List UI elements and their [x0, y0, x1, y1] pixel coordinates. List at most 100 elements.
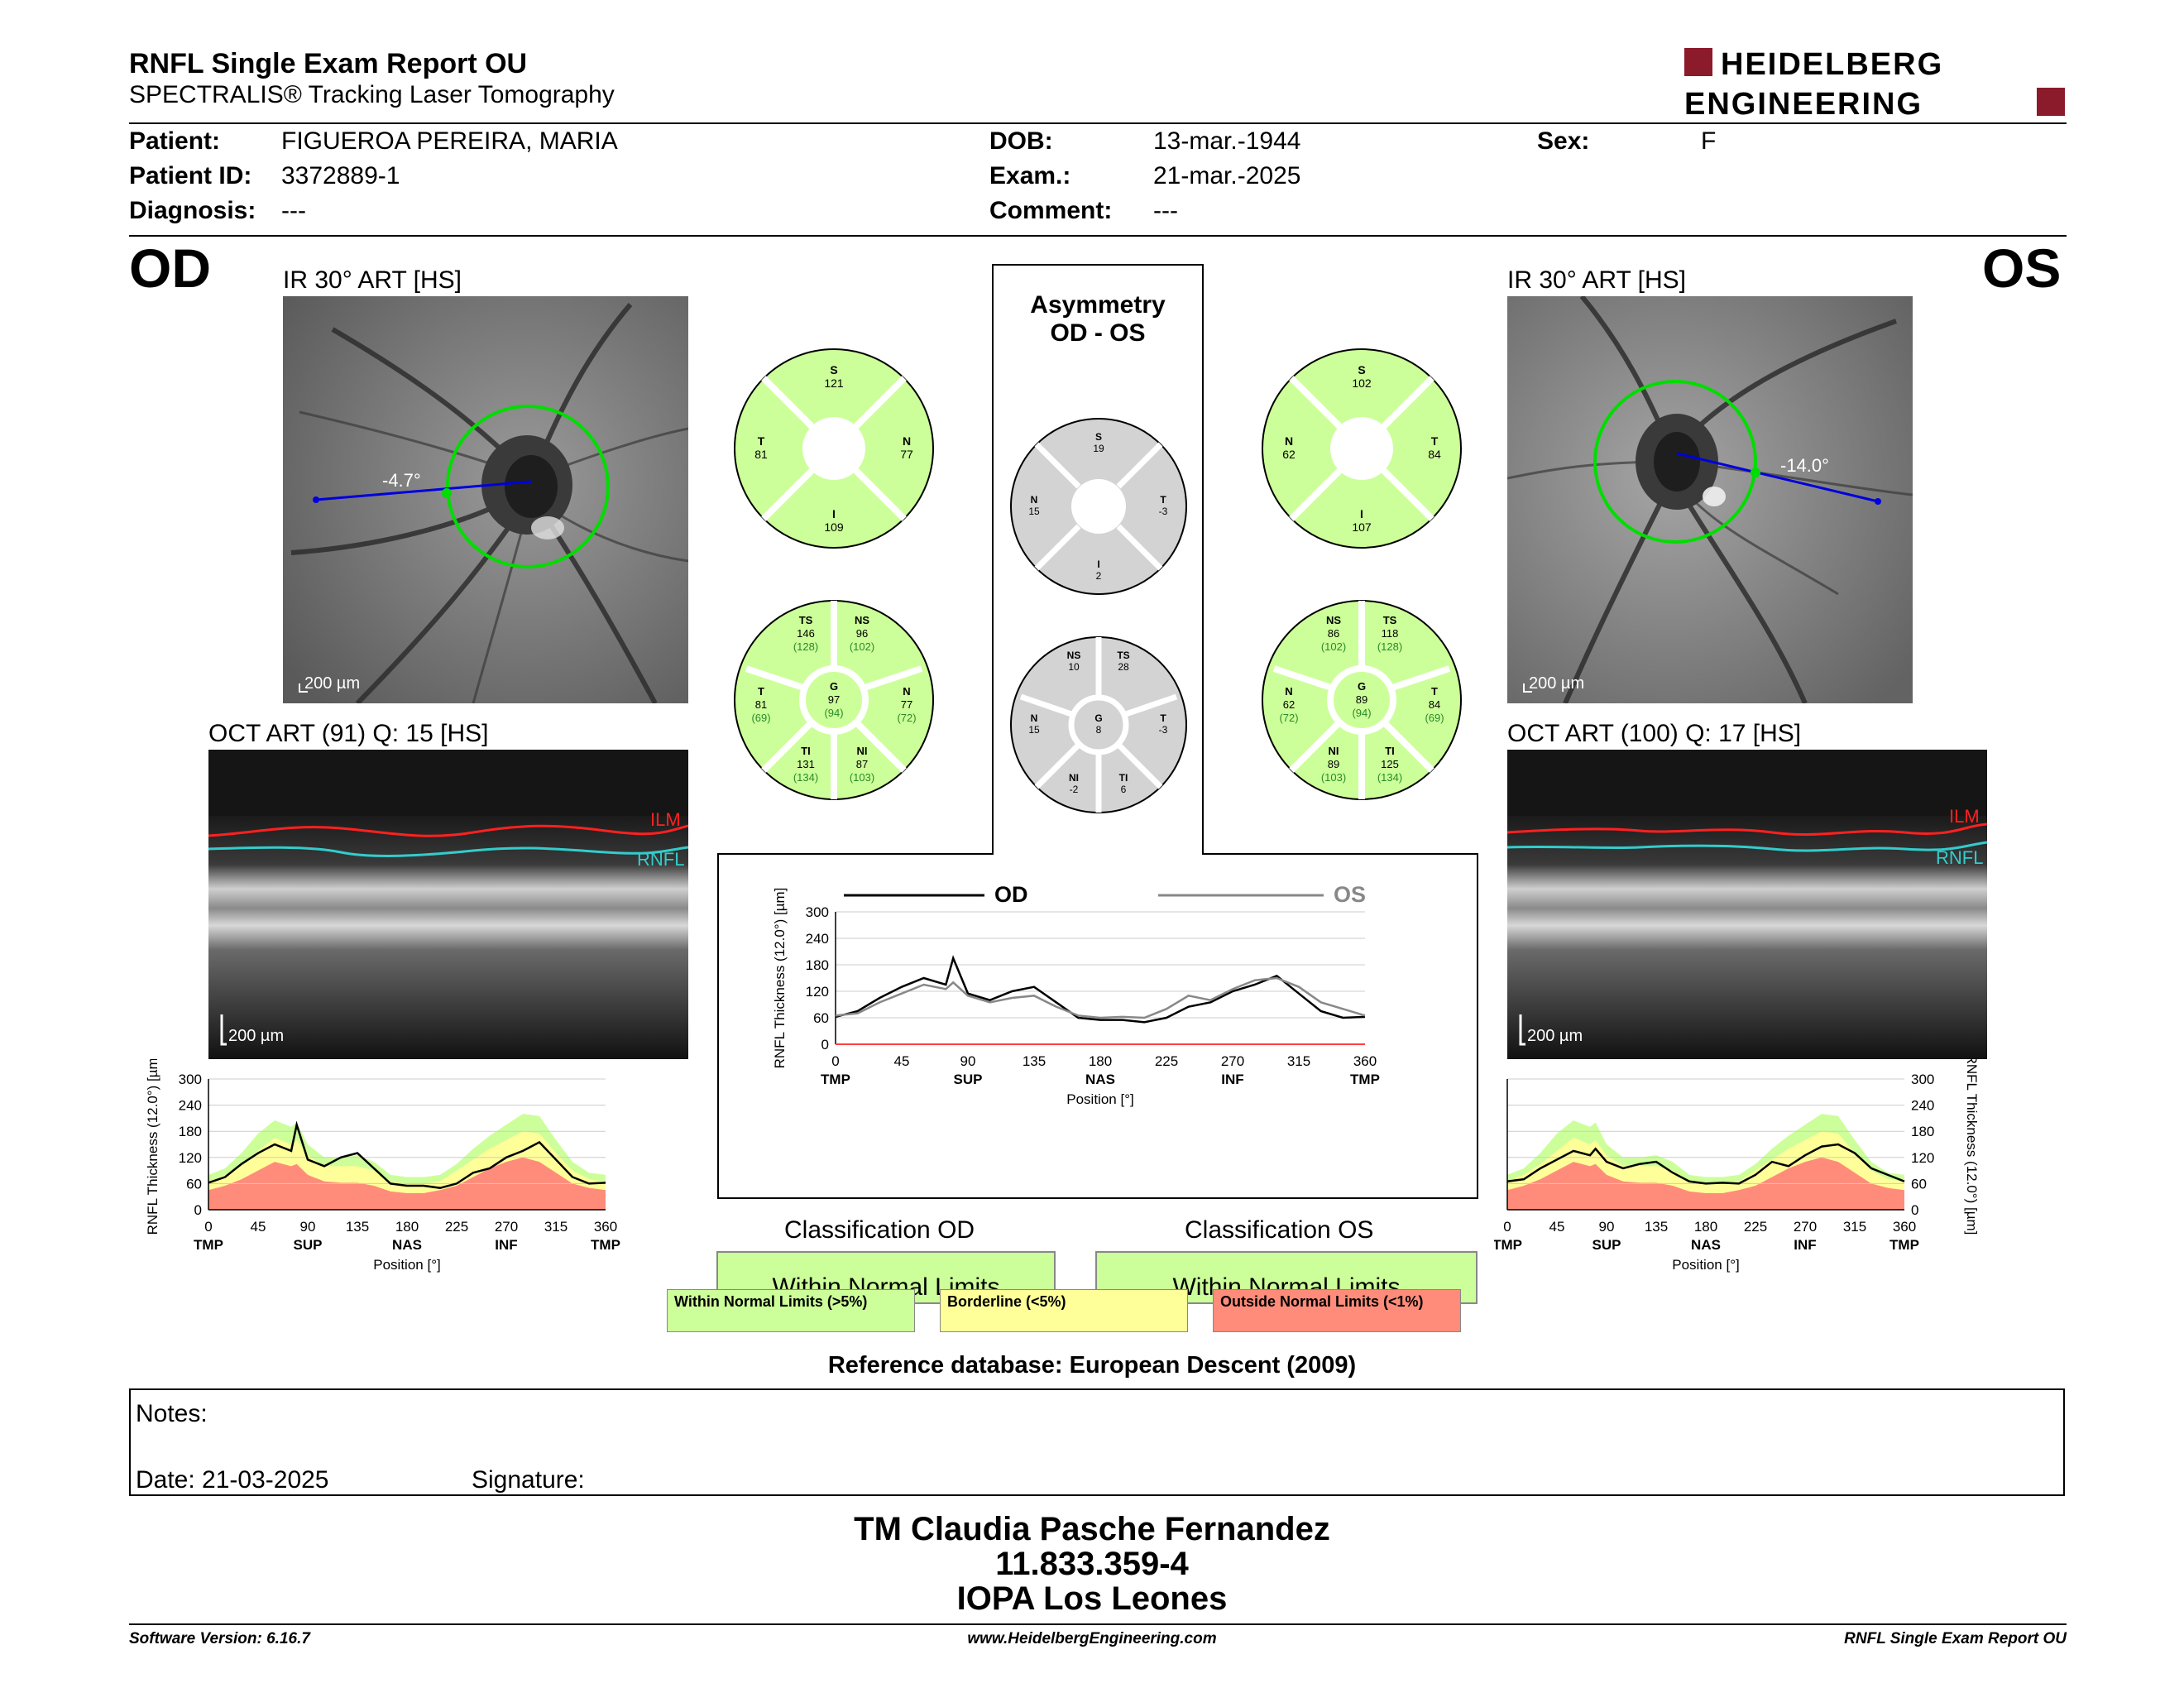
od8-n-label: N [903, 685, 910, 698]
diagnosis-label: Diagnosis: [129, 197, 256, 224]
y-tick-label: 180 [179, 1124, 202, 1139]
x-category-label: TMP [821, 1072, 850, 1087]
od8-ni-label: NI [857, 745, 868, 757]
od-oct-label: OCT ART (91) Q: 15 [HS] [208, 720, 489, 747]
os6-t-value: 84 [1428, 448, 1441, 461]
os-oct-scan: ILM RNFL 200 µm [1507, 750, 1987, 1059]
x-tick-label: 315 [544, 1219, 568, 1235]
os-sector-8: NS 86 (102) TS 118 (128) N 62 (72) G 89 … [1262, 600, 1462, 800]
x-tick-label: 315 [1843, 1219, 1866, 1235]
y-tick-label: 300 [1911, 1072, 1934, 1087]
x-tick-label: 225 [445, 1219, 468, 1235]
x-tick-label: 0 [204, 1219, 212, 1235]
od6-i-value: 109 [824, 520, 844, 534]
series-line-os [835, 976, 1366, 1019]
x-axis-title: Position [°] [373, 1257, 440, 1273]
header-rule [129, 122, 2067, 124]
od8-g-value: 97 [828, 693, 840, 706]
os-rnfl-chart: 0 60 120 180 240 300 0 45 90 135 180 225 270 315 360 TM… [1494, 1059, 1980, 1273]
x-tick-label: 45 [1549, 1219, 1565, 1235]
footer-report-name: RNFL Single Exam Report OU [1844, 1630, 2067, 1647]
os8-ns-ref: (102) [1321, 640, 1346, 653]
asym8-ni-value: -2 [1070, 784, 1079, 795]
x-tick-label: 360 [594, 1219, 617, 1235]
y-tick-label: 0 [1911, 1202, 1918, 1218]
report-title: RNFL Single Exam Report OU [129, 48, 528, 79]
y-tick-label: 180 [1911, 1124, 1934, 1139]
od8-t-label: T [758, 685, 764, 698]
os8-ti-label: TI [1385, 745, 1395, 757]
y-tick-label: 240 [1911, 1098, 1934, 1114]
y-tick-label: 60 [813, 1010, 829, 1026]
x-axis-title: Position [°] [1066, 1091, 1133, 1107]
os8-ti-value: 125 [1381, 758, 1399, 770]
legend-within: Within Normal Limits (>5%) [667, 1289, 915, 1332]
y-tick-label: 300 [179, 1072, 202, 1087]
x-tick-label: 0 [831, 1053, 839, 1069]
exam-value: 21-mar.-2025 [1153, 162, 1301, 189]
logo-line1: HEIDELBERG [1721, 47, 1943, 82]
patient-name-label: Patient: [129, 127, 221, 155]
os-eye-label: OS [1982, 237, 2062, 299]
od8-n-value: 77 [901, 698, 912, 711]
asym8-ns-label: NS [1067, 650, 1081, 661]
asym6-n-value: 15 [1028, 506, 1040, 517]
od6-n-value: 77 [900, 448, 913, 461]
od8-ti-value: 131 [797, 758, 815, 770]
os8-n-ref: (72) [1279, 712, 1298, 724]
legend-borderline: Borderline (<5%) [940, 1289, 1188, 1332]
y-tick-label: 240 [806, 931, 829, 947]
x-category-label: TMP [194, 1237, 223, 1253]
os8-n-value: 62 [1283, 698, 1295, 711]
os6-i-label: I [1360, 507, 1363, 520]
asym6-i-value: 2 [1096, 570, 1102, 582]
notes-label: Notes: [136, 1400, 208, 1427]
asym6-i-label: I [1097, 559, 1099, 570]
x-tick-label: 135 [1023, 1053, 1046, 1069]
asym8-ts-value: 28 [1118, 661, 1129, 673]
od-rnfl-label: RNFL [637, 849, 684, 870]
asymmetry-sector-8: NS 10 TS 28 N 15 G 8 T -3 NI -2 TI 6 [1010, 636, 1187, 813]
od8-ni-value: 87 [856, 758, 868, 770]
asym8-ni-label: NI [1069, 772, 1079, 784]
os-sector-6: S 102 N 62 T 84 I 107 [1262, 348, 1462, 549]
dob-label: DOB: [989, 127, 1053, 155]
asym6-n-label: N [1031, 494, 1038, 506]
os6-i-value: 107 [1352, 520, 1372, 534]
od8-ns-value: 96 [856, 627, 868, 640]
x-tick-label: 270 [495, 1219, 518, 1235]
x-tick-label: 135 [346, 1219, 369, 1235]
y-axis-title: RNFL Thickness (12.0°) [µm] [772, 888, 788, 1069]
x-tick-label: 225 [1155, 1053, 1178, 1069]
os8-n-label: N [1285, 685, 1292, 698]
os8-ts-ref: (128) [1377, 640, 1402, 653]
od6-t-value: 81 [754, 448, 768, 461]
os6-n-value: 62 [1282, 448, 1296, 461]
od-ilm-label: ILM [650, 809, 681, 830]
asym6-s-label: S [1095, 431, 1102, 443]
od-oct-scan: ILM RNFL 200 µm [208, 750, 688, 1059]
asym8-ns-value: 10 [1068, 661, 1080, 673]
y-axis-title: RNFL Thickness (12.0°) [µm] [145, 1059, 160, 1235]
od6-s-value: 121 [824, 376, 844, 390]
asymmetry-rnfl-chart: 0 60 120 180 240 300 0 45 90 135 180 225 270 315 360 TM… [772, 882, 1380, 1107]
x-tick-label: 180 [1089, 1053, 1112, 1069]
patient-id-label: Patient ID: [129, 162, 252, 189]
footer-url[interactable]: www.HeidelbergEngineering.com [967, 1630, 1217, 1647]
footer-software-version: Software Version: 6.16.7 [129, 1630, 310, 1647]
os6-s-label: S [1358, 363, 1365, 376]
asym6-t-value: -3 [1159, 506, 1168, 517]
y-tick-label: 180 [806, 957, 829, 973]
legend-outside: Outside Normal Limits (<1%) [1213, 1289, 1461, 1332]
x-tick-label: 225 [1744, 1219, 1767, 1235]
x-category-label: INF [495, 1237, 517, 1253]
od8-t-value: 81 [755, 698, 767, 711]
classification-od-title: Classification OD [784, 1216, 975, 1244]
notes-date: Date: 21-03-2025 [136, 1466, 329, 1494]
os-angle-label: -14.0° [1780, 455, 1829, 476]
patient-rule [129, 235, 2067, 237]
legend-os-label: OS [1334, 882, 1366, 907]
od8-g-ref: (94) [824, 707, 843, 719]
comment-value: --- [1153, 197, 1178, 224]
y-tick-label: 0 [821, 1037, 829, 1053]
